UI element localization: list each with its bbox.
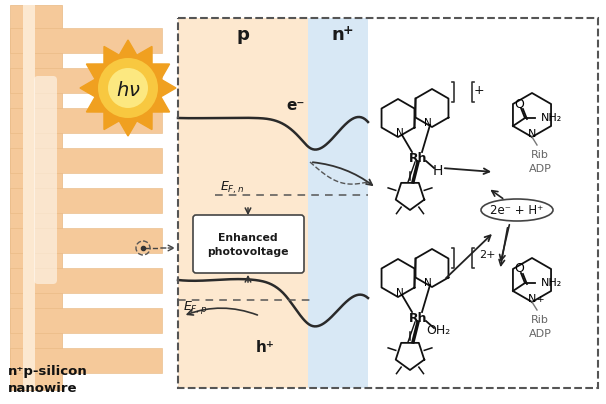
Text: $E_{F,p}$: $E_{F,p}$ [183, 299, 208, 316]
Text: O: O [514, 263, 524, 276]
Bar [23, 148, 35, 173]
Text: O: O [514, 97, 524, 111]
Text: $E_{F,n}$: $E_{F,n}$ [220, 180, 244, 196]
Text: 2+: 2+ [479, 250, 496, 260]
Polygon shape [80, 40, 176, 136]
Text: p: p [236, 26, 250, 44]
Text: 2e⁻ + H⁺: 2e⁻ + H⁺ [490, 204, 544, 217]
Text: h⁺: h⁺ [256, 341, 275, 356]
Text: N: N [424, 278, 432, 288]
Text: n: n [331, 26, 344, 44]
Bar [23, 308, 35, 333]
Text: ADP: ADP [528, 329, 551, 339]
Text: Enhanced
photovoltage: Enhanced photovoltage [207, 234, 288, 257]
Text: Rib: Rib [531, 150, 549, 160]
Bar [10, 68, 162, 93]
Bar [23, 108, 35, 133]
Text: N: N [528, 294, 536, 304]
Text: N: N [396, 128, 404, 138]
Circle shape [98, 58, 158, 118]
Text: +: + [342, 25, 353, 38]
Ellipse shape [481, 199, 553, 221]
Bar [23, 5, 35, 390]
Text: $h\nu$: $h\nu$ [116, 80, 141, 99]
Bar [178, 18, 598, 388]
Bar [10, 268, 162, 293]
Bar [10, 148, 162, 173]
Text: NH₂: NH₂ [541, 113, 562, 123]
Bar [10, 5, 62, 390]
Bar [23, 228, 35, 253]
Bar [10, 308, 162, 333]
Text: n⁺p-silicon
nanowire: n⁺p-silicon nanowire [8, 365, 88, 395]
Bar [10, 108, 162, 133]
Text: +: + [474, 84, 484, 97]
Bar [308, 18, 368, 388]
Text: ADP: ADP [528, 164, 551, 174]
Bar [23, 268, 35, 293]
Text: N: N [396, 288, 404, 298]
Text: Rib: Rib [531, 315, 549, 325]
Bar [23, 28, 35, 53]
Circle shape [108, 68, 148, 108]
Text: N: N [528, 129, 536, 139]
Text: OH₂: OH₂ [426, 324, 450, 337]
Bar [23, 188, 35, 213]
Bar [368, 18, 598, 388]
Bar [23, 348, 35, 373]
Bar [10, 188, 162, 213]
Text: N: N [424, 118, 432, 128]
Text: NH₂: NH₂ [541, 278, 562, 288]
Bar [10, 28, 162, 53]
Text: e⁻: e⁻ [287, 97, 305, 112]
Bar [178, 18, 308, 388]
Text: H: H [433, 164, 443, 178]
Bar [10, 228, 162, 253]
FancyBboxPatch shape [34, 76, 57, 284]
Text: Rh: Rh [409, 311, 427, 324]
Bar [23, 68, 35, 93]
Bar [10, 348, 162, 373]
Text: Rh: Rh [409, 152, 427, 164]
FancyBboxPatch shape [193, 215, 304, 273]
Text: +: + [536, 295, 544, 303]
